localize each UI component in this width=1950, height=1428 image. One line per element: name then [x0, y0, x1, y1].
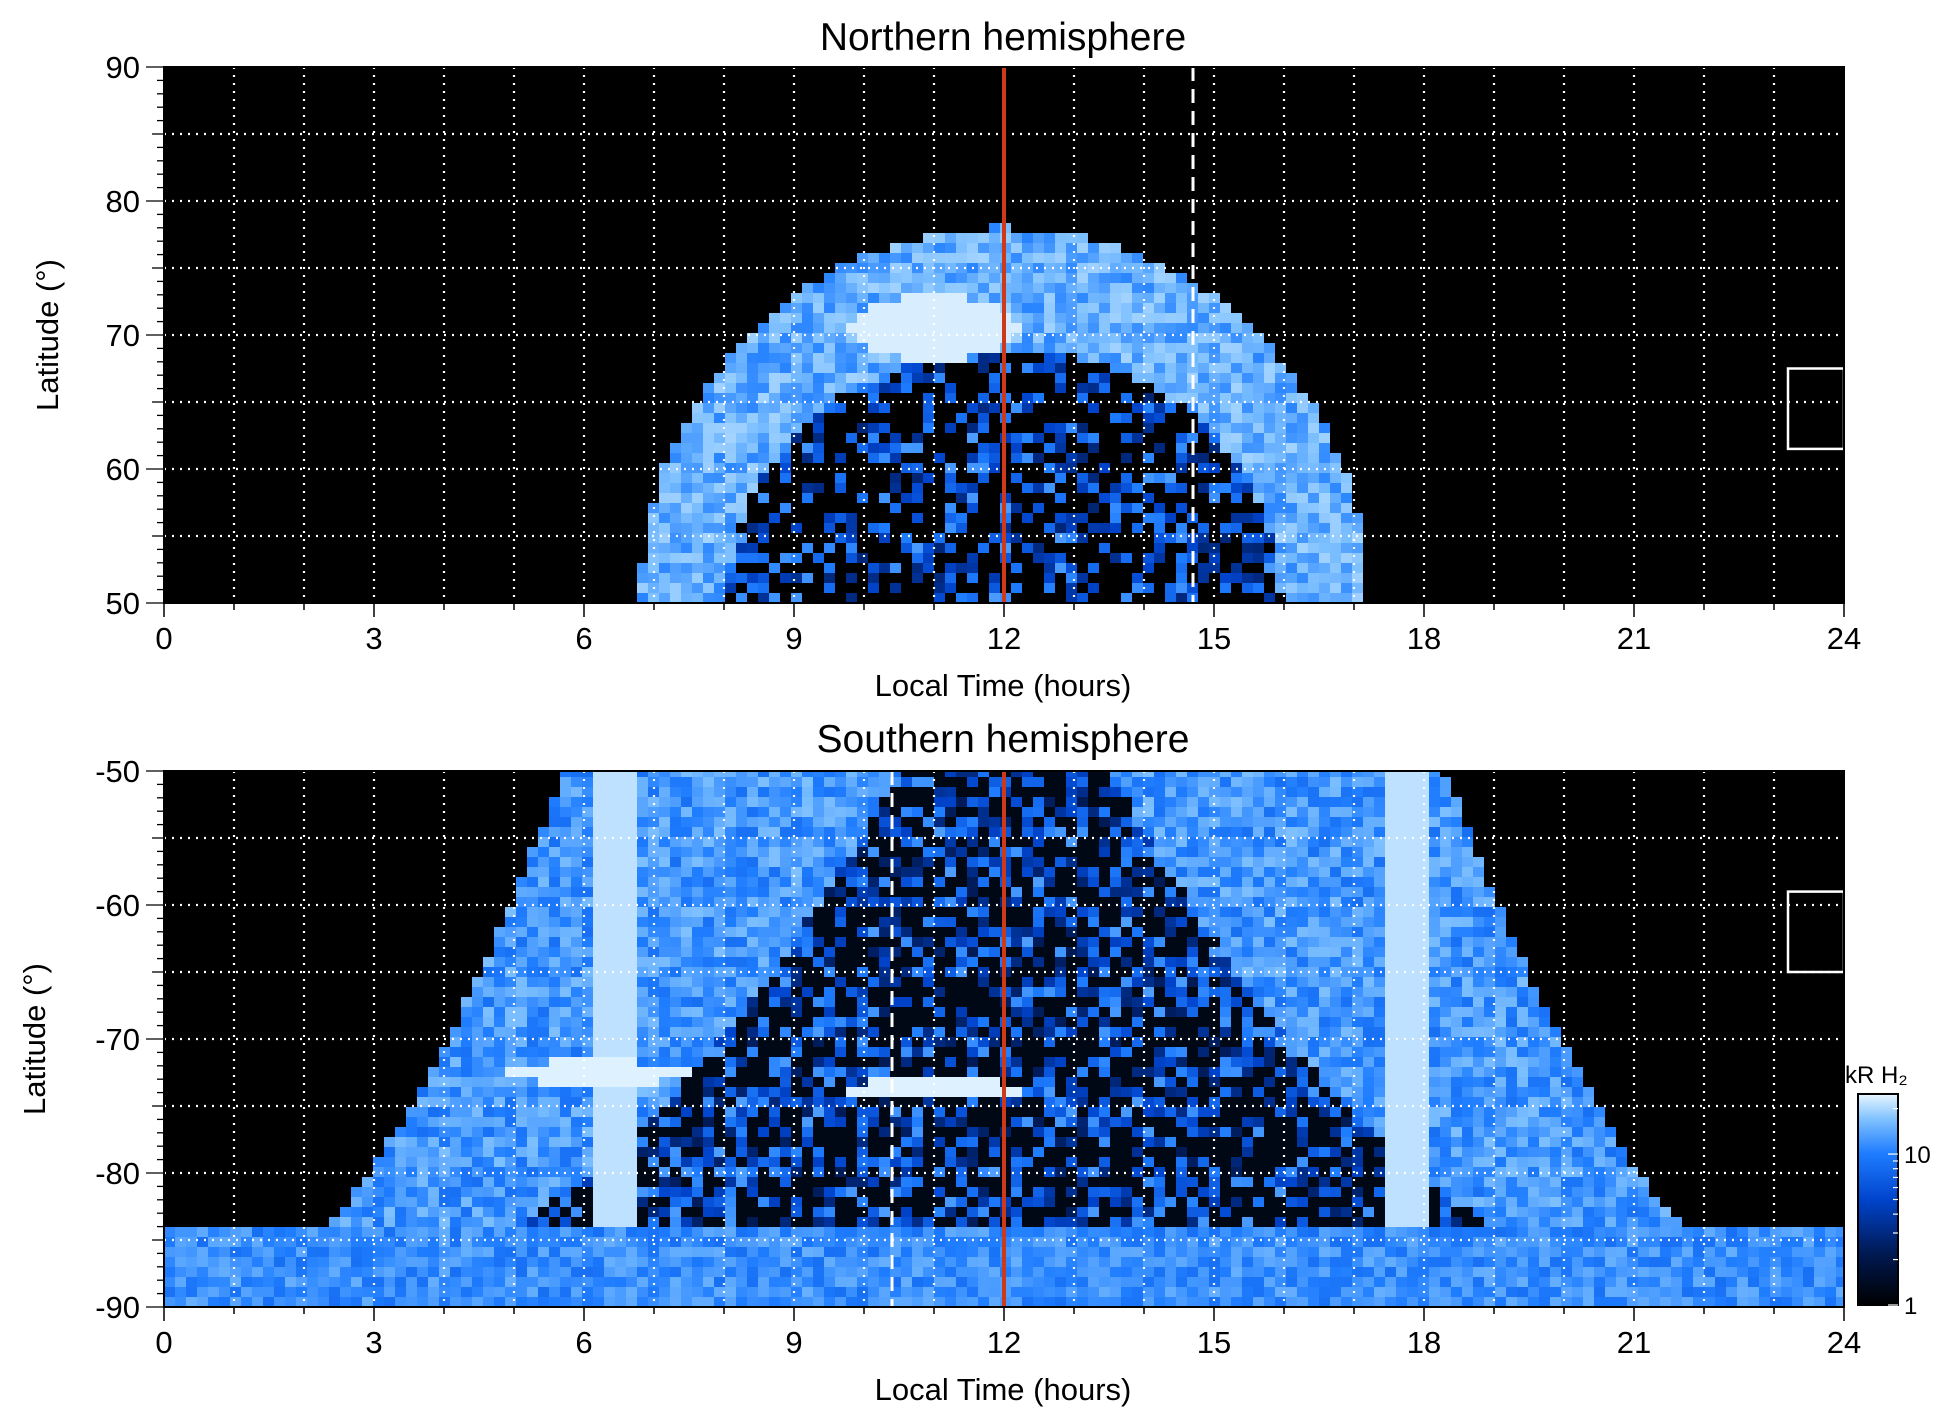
x-tick-label: 18 [1407, 1325, 1441, 1360]
colorbar-tick-label: 1 [1904, 1293, 1917, 1320]
x-tick-label: 3 [365, 621, 382, 656]
southern-y-axis-label: Latitude (°) [17, 963, 52, 1115]
x-tick-label: 0 [155, 621, 172, 656]
x-tick-label: 21 [1617, 621, 1651, 656]
x-tick-label: 12 [987, 1325, 1021, 1360]
southern-x-axis-label: Local Time (hours) [875, 1372, 1132, 1407]
colorbar-title: kR H₂ [1845, 1062, 1908, 1089]
southern-title: Southern hemisphere [817, 718, 1190, 761]
y-tick-label: 80 [106, 184, 140, 219]
x-tick-label: 6 [575, 621, 592, 656]
y-tick-label: -80 [95, 1156, 140, 1191]
y-tick-label: 50 [106, 586, 140, 621]
northern-panel: Northern hemisphere 0 3 6 9 12 15 18 21 24 50 60 70… [30, 16, 1861, 703]
southern-plot-area [164, 767, 1847, 1307]
x-tick-label: 15 [1197, 621, 1231, 656]
x-tick-label: 24 [1827, 621, 1861, 656]
y-tick-label: 60 [106, 452, 140, 487]
x-tick-label: 3 [365, 1325, 382, 1360]
y-tick-label: -50 [95, 754, 140, 789]
colorbar: kR H₂ 1 10 [1845, 1062, 1931, 1320]
colorbar-tick-label: 10 [1904, 1142, 1931, 1169]
x-tick-label: 9 [785, 1325, 802, 1360]
southern-panel: Southern hemisphere 0 3 6 9 12 15 18 21 24 -90 -80… [17, 718, 1861, 1407]
x-tick-label: 9 [785, 621, 802, 656]
y-tick-label: 90 [106, 50, 140, 85]
y-tick-label: -70 [95, 1022, 140, 1057]
x-tick-label: 12 [987, 621, 1021, 656]
x-tick-label: 24 [1827, 1325, 1861, 1360]
x-tick-label: 6 [575, 1325, 592, 1360]
x-tick-label: 15 [1197, 1325, 1231, 1360]
x-tick-label: 21 [1617, 1325, 1651, 1360]
x-tick-label: 18 [1407, 621, 1441, 656]
colorbar-gradient [1858, 1094, 1898, 1305]
x-tick-label: 0 [155, 1325, 172, 1360]
y-tick-label: -90 [95, 1290, 140, 1325]
y-tick-label: 70 [106, 318, 140, 353]
northern-title: Northern hemisphere [820, 16, 1186, 59]
northern-plot-area [164, 67, 1844, 603]
y-tick-label: -60 [95, 888, 140, 923]
northern-y-axis-label: Latitude (°) [30, 259, 65, 411]
northern-x-axis-label: Local Time (hours) [875, 668, 1132, 703]
